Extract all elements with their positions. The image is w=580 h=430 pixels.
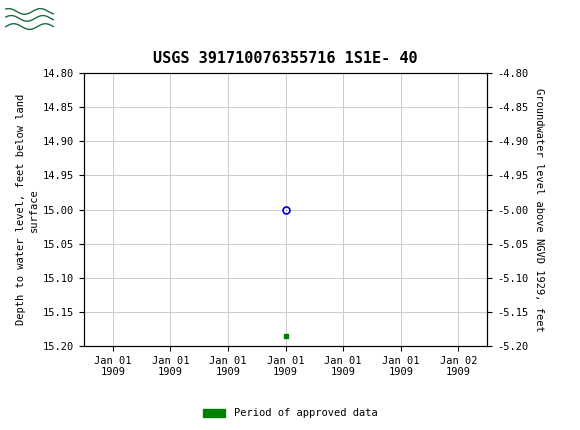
FancyBboxPatch shape [5,3,57,37]
Y-axis label: Depth to water level, feet below land
surface: Depth to water level, feet below land su… [16,94,39,325]
Title: USGS 391710076355716 1S1E- 40: USGS 391710076355716 1S1E- 40 [153,51,418,66]
Text: USGS: USGS [67,12,122,29]
Legend: Period of approved data: Period of approved data [198,404,382,423]
Y-axis label: Groundwater level above NGVD 1929, feet: Groundwater level above NGVD 1929, feet [534,88,543,332]
